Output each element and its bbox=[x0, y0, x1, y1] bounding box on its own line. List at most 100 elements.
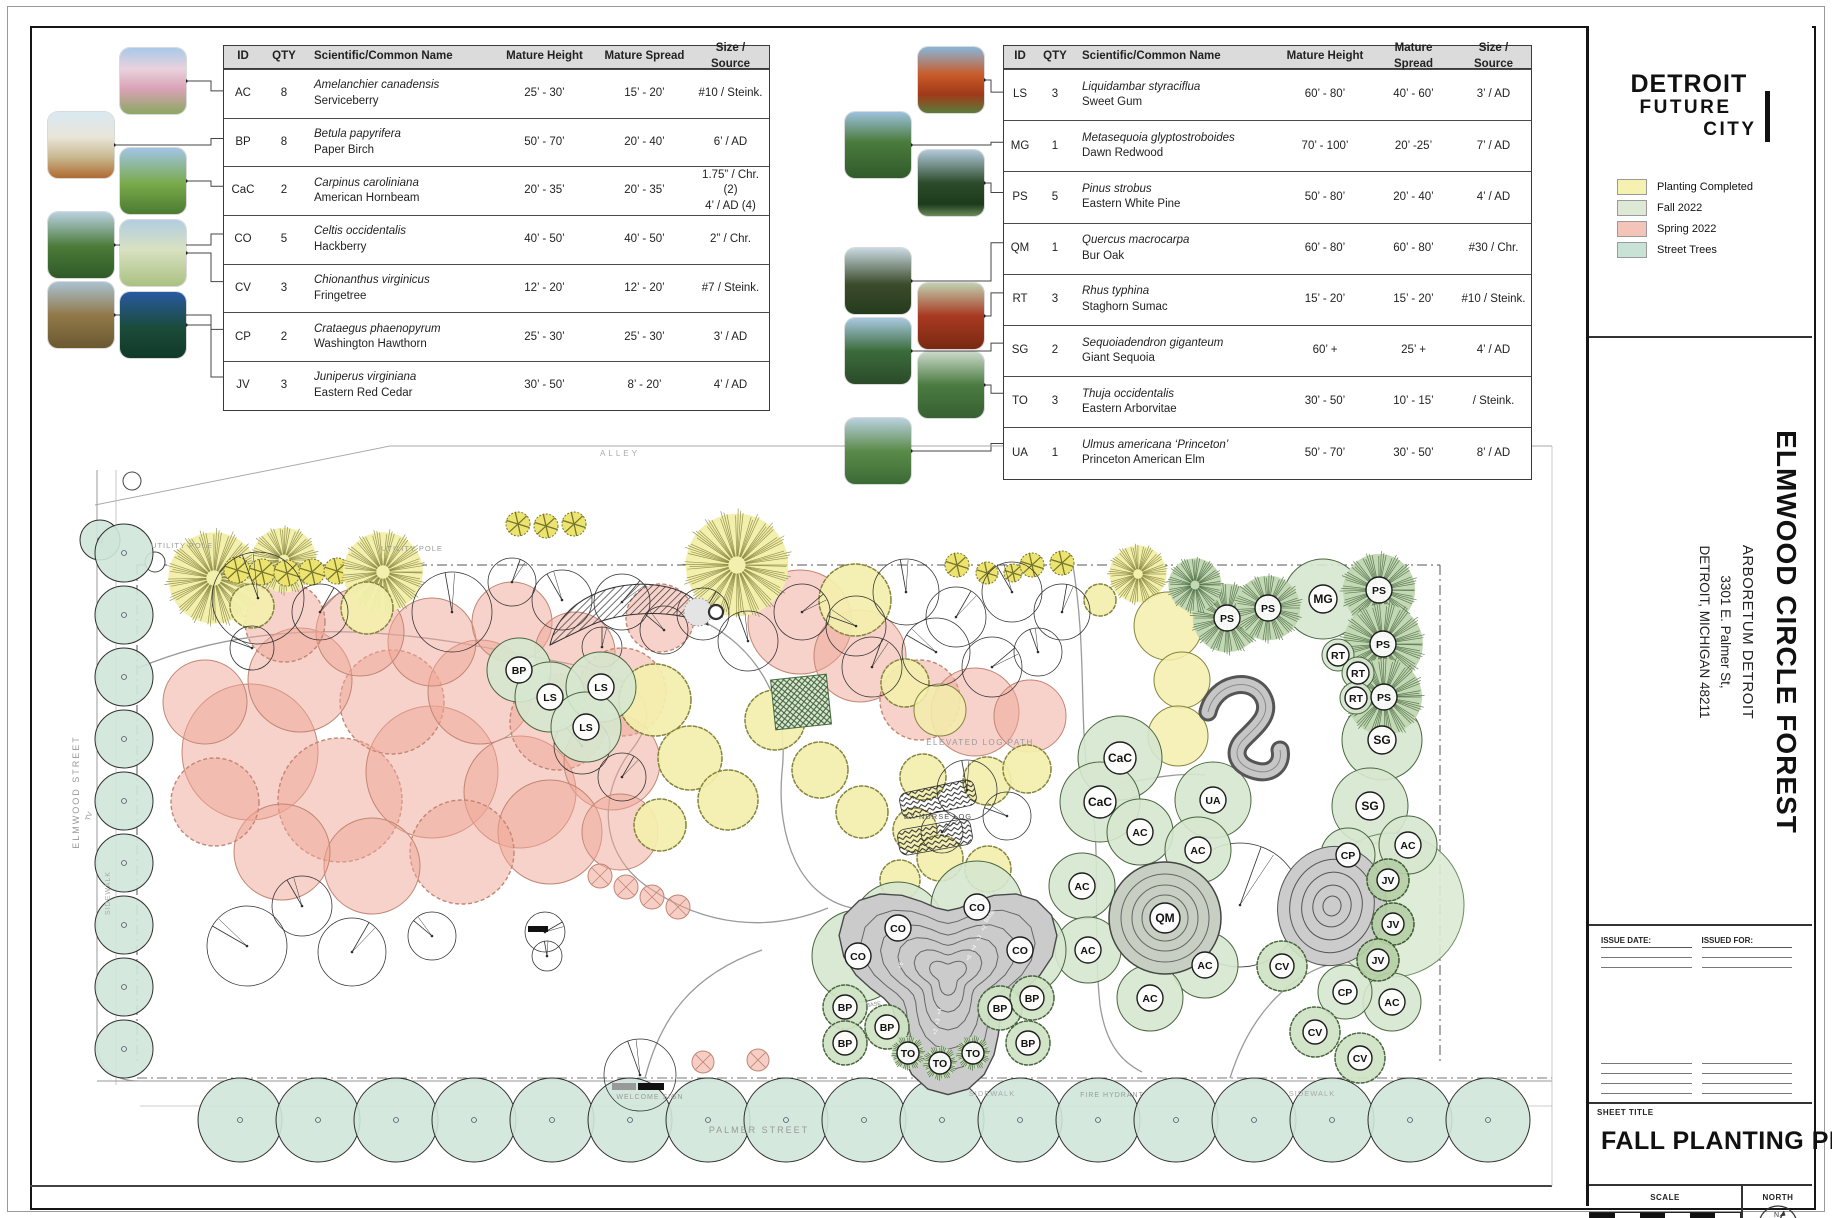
qty-cell: 3 bbox=[1051, 395, 1059, 408]
existing-tree-circle bbox=[717, 610, 779, 672]
completed-tree-circle bbox=[505, 511, 531, 537]
plant-marker-QM: QM bbox=[1149, 902, 1181, 934]
common-name: Paper Birch bbox=[314, 143, 375, 156]
plant-marker-JV: JV bbox=[1376, 868, 1400, 892]
scientific-name: Quercus macrocarpa bbox=[1082, 234, 1190, 247]
table-row: BP 8 Betula papyrifera Paper Birch 50’ - 70’… bbox=[224, 117, 769, 167]
name-cell: Metasequoia glyptostroboides Dawn Redwood bbox=[1074, 131, 1279, 162]
plant-marker-CP: CP bbox=[1332, 979, 1358, 1005]
completed-tree-circle bbox=[618, 663, 692, 737]
completed-tree-circle bbox=[1003, 563, 1023, 583]
existing-tree-circle bbox=[901, 617, 971, 687]
existing-tree-circle bbox=[1013, 627, 1063, 677]
name-cell: Amelanchier canadensis Serviceberry bbox=[306, 78, 492, 109]
qty-cell: 3 bbox=[1051, 293, 1059, 306]
svg-text:CaC: CaC bbox=[1108, 751, 1132, 765]
photo-thumb-BP bbox=[48, 112, 114, 178]
plan-label: TV bbox=[85, 811, 95, 822]
street-tree-circle bbox=[353, 1077, 439, 1163]
legend-label: Fall 2022 bbox=[1657, 201, 1703, 214]
issued-for-column: ISSUED FOR: bbox=[1701, 936, 1792, 1102]
street-tree-circle bbox=[509, 1077, 595, 1163]
existing-tree-circle bbox=[487, 557, 537, 607]
scientific-name: Rhus typhina bbox=[1082, 285, 1150, 298]
plan-label: +5 bbox=[965, 954, 974, 963]
id-cell: BP bbox=[235, 135, 251, 148]
existing-tree-circle bbox=[291, 583, 349, 641]
existing-tree-circle bbox=[961, 636, 1023, 698]
svg-text:PS: PS bbox=[1372, 585, 1386, 597]
completed-tree-circle bbox=[1107, 543, 1168, 606]
svg-text:CaC: CaC bbox=[1088, 795, 1112, 809]
svg-text:BP: BP bbox=[1021, 1038, 1036, 1050]
plan-label: +5 bbox=[897, 962, 905, 970]
north-box: NORTH N bbox=[1743, 1186, 1813, 1218]
completed-tree-circle bbox=[1049, 550, 1075, 576]
common-name: Dawn Redwood bbox=[1082, 147, 1164, 160]
legend-row: Spring 2022 bbox=[1617, 220, 1812, 237]
issue-date-label: ISSUE DATE: bbox=[1601, 936, 1692, 948]
plant-marker-AC: AC bbox=[1136, 984, 1164, 1012]
qty-cell: 8 bbox=[280, 87, 288, 100]
svg-text:LS: LS bbox=[579, 722, 592, 734]
plant-marker-LS: LS bbox=[536, 683, 564, 711]
svg-text:AC: AC bbox=[1197, 960, 1213, 972]
size-source-line: 3’ / AD bbox=[1476, 88, 1511, 101]
svg-text:BP: BP bbox=[838, 1038, 853, 1050]
table-row: PS 5 Pinus strobus Eastern White Pine 50’ - … bbox=[1004, 171, 1531, 222]
photo-thumb-LS bbox=[918, 47, 984, 113]
issue-rule bbox=[1601, 1074, 1692, 1084]
existing-tree-circle bbox=[773, 583, 831, 641]
qty-cell: 5 bbox=[1051, 190, 1059, 203]
column-header: Mature Height bbox=[506, 50, 583, 63]
plant-marker-RT: RT bbox=[1344, 686, 1368, 710]
svg-text:AC: AC bbox=[1074, 881, 1090, 893]
existing-tree-circle bbox=[407, 911, 457, 961]
svg-text:BP: BP bbox=[880, 1022, 895, 1034]
svg-text:AC: AC bbox=[1080, 945, 1096, 957]
id-cell: SG bbox=[1011, 344, 1029, 357]
plant-marker-RT: RT bbox=[1346, 661, 1370, 685]
completed-tree-circle bbox=[657, 725, 723, 791]
svg-text:CV: CV bbox=[1275, 961, 1290, 973]
plant-marker-BP: BP bbox=[832, 994, 858, 1020]
photo-thumb-SG bbox=[845, 318, 911, 384]
height-cell: 25’ - 30’ bbox=[524, 330, 565, 343]
legend-row: Planting Completed bbox=[1617, 178, 1812, 195]
height-cell: 50’ - 70’ bbox=[524, 135, 565, 148]
plant-marker-AC: AC bbox=[1378, 988, 1406, 1016]
size-cell: #30 / Chr. bbox=[1456, 241, 1531, 257]
plan-label: ELMWOOD STREET bbox=[71, 735, 81, 849]
qty-cell: 3 bbox=[280, 379, 288, 392]
common-name: Serviceberry bbox=[314, 94, 379, 107]
size-source-line: #10 / Steink. bbox=[698, 87, 763, 100]
issue-rule bbox=[1701, 1084, 1792, 1094]
svg-text:RT: RT bbox=[1351, 668, 1366, 680]
svg-text:CP: CP bbox=[1341, 850, 1356, 862]
completed-tree-circle bbox=[223, 556, 251, 584]
table-row: SG 2 Sequoiadendron giganteum Giant Sequoia… bbox=[1004, 324, 1531, 376]
issue-rule bbox=[1701, 948, 1792, 958]
id-cell: AC bbox=[235, 87, 251, 100]
common-name: Eastern Arborvitae bbox=[1082, 403, 1177, 416]
existing-tree-circle bbox=[211, 551, 305, 645]
size-source-line: 6’ / AD bbox=[713, 135, 748, 148]
completed-tree-circle bbox=[229, 583, 275, 629]
title-block: DETROIT FUTURE CITY Planting Completed Fa… bbox=[1586, 26, 1832, 1218]
spread-cell: 10’ - 15’ bbox=[1393, 395, 1434, 408]
table-row: CP 2 Crataegus phaenopyrum Washington Hawth… bbox=[224, 312, 769, 361]
legend-swatch bbox=[1617, 178, 1647, 195]
qty-cell: 5 bbox=[280, 233, 288, 246]
completed-tree-circle bbox=[1002, 744, 1052, 794]
project-address: 3301 E. Palmer St, bbox=[1718, 575, 1733, 689]
column-header: Scientific/Common Name bbox=[1082, 50, 1221, 63]
project-title-rotated: ELMWOOD CIRCLE FOREST ARBORETUM DETROIT … bbox=[1602, 352, 1802, 912]
existing-tree-circle bbox=[206, 905, 288, 987]
height-cell: 20’ - 35’ bbox=[524, 184, 565, 197]
plan-label: +2 bbox=[980, 924, 989, 933]
spread-cell: 30’ - 50’ bbox=[1393, 446, 1434, 459]
height-cell: 30’ - 50’ bbox=[524, 379, 565, 392]
id-cell: PS bbox=[1012, 190, 1028, 203]
size-cell: #7 / Steink. bbox=[692, 281, 769, 297]
